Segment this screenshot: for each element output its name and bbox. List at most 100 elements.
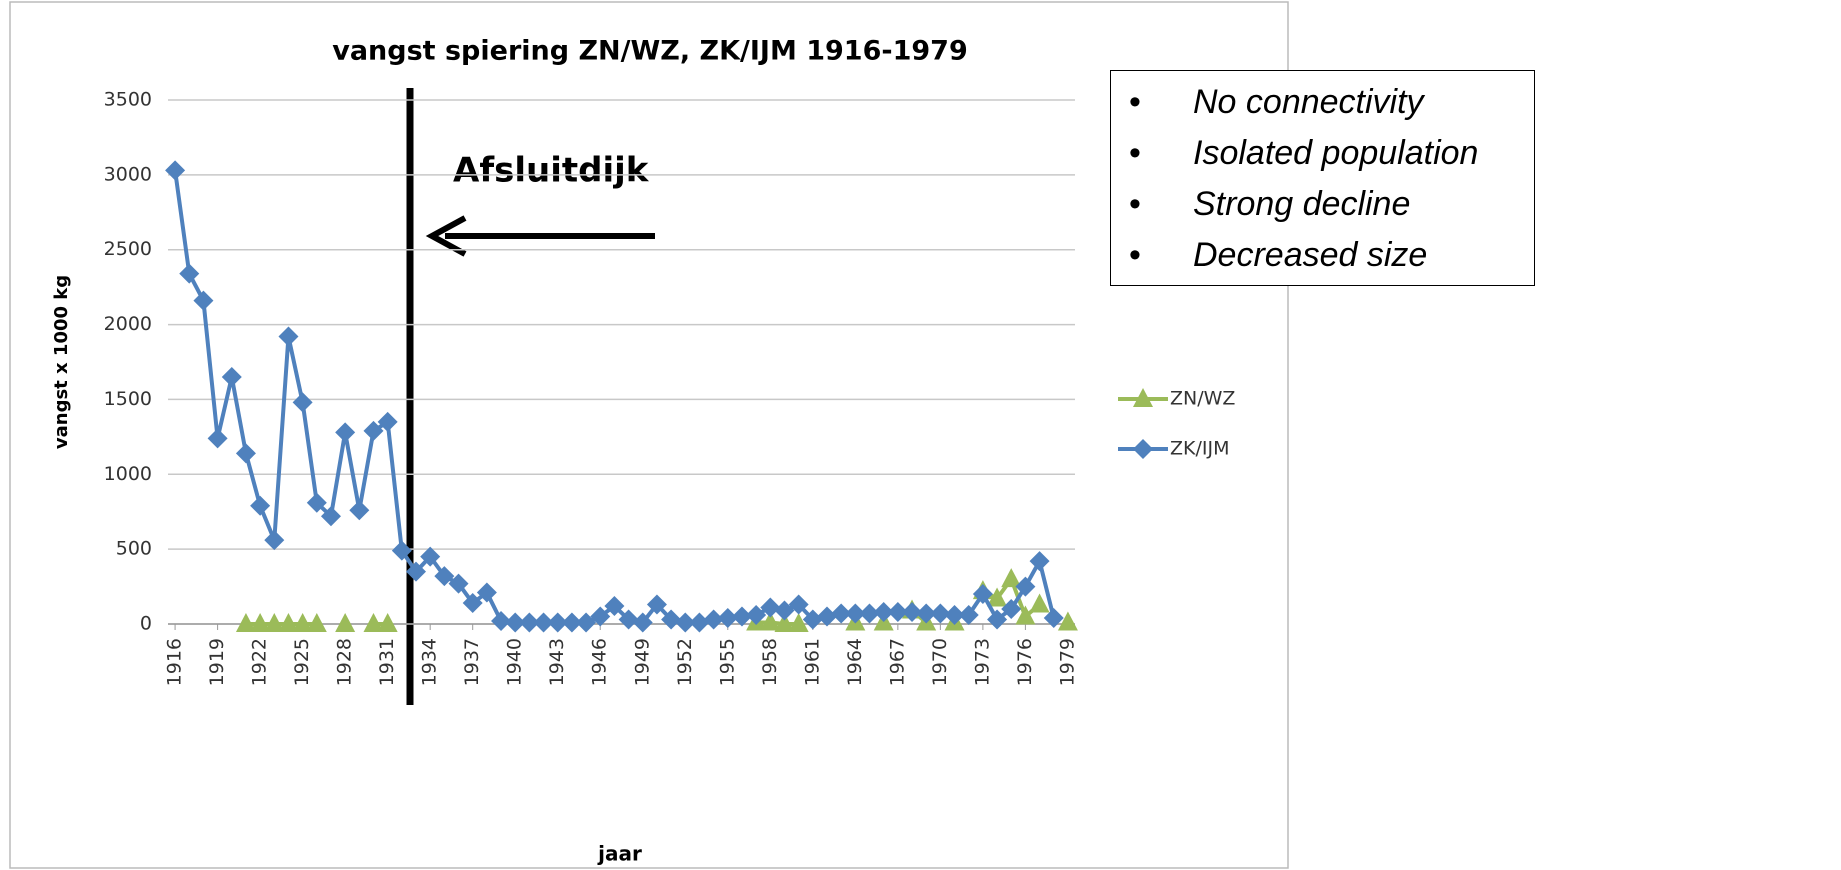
data-point: [987, 587, 1008, 607]
chart-title: vangst spiering ZN/WZ, ZK/IJM 1916-1979: [332, 36, 968, 67]
data-point: [944, 605, 965, 626]
data-point: [235, 443, 256, 464]
data-point: [363, 420, 384, 441]
legend-label: ZK/IJM: [1170, 438, 1229, 460]
data-point: [434, 566, 455, 587]
data-point: [703, 609, 724, 630]
y-tick-label: 500: [116, 538, 152, 560]
data-point: [1015, 605, 1036, 625]
data-point: [335, 613, 356, 632]
data-point: [462, 593, 483, 614]
data-point: [717, 608, 738, 629]
data-point: [632, 612, 653, 633]
data-point: [788, 613, 809, 632]
x-tick-label: 1931: [376, 638, 398, 686]
data-point: [646, 594, 667, 615]
data-point: [491, 611, 512, 632]
data-point: [1015, 576, 1036, 597]
data-point: [831, 603, 852, 624]
data-point: [774, 600, 795, 621]
note: Isolated population: [1111, 128, 1534, 179]
data-point: [802, 609, 823, 630]
x-tick-label: 1937: [461, 638, 483, 686]
x-tick-label: 1964: [844, 638, 866, 686]
annotation: Afsluitdijk: [453, 151, 650, 191]
data-point: [675, 612, 696, 633]
data-point: [335, 422, 356, 443]
data-point: [746, 605, 767, 626]
data-point: [576, 612, 597, 633]
x-axis-label: jaar: [597, 842, 642, 866]
x-tick-label: 1952: [674, 638, 696, 686]
y-tick-label: 2500: [104, 238, 152, 260]
data-point: [618, 609, 639, 630]
data-point: [816, 606, 837, 627]
y-tick-label: 3000: [104, 163, 152, 185]
data-point: [788, 594, 809, 615]
data-point: [561, 612, 582, 633]
data-point: [193, 290, 214, 311]
y-tick-label: 1500: [104, 388, 152, 410]
data-point: [278, 613, 299, 632]
x-tick-label: 1940: [504, 638, 526, 686]
data-point: [250, 613, 271, 632]
x-tick-label: 1970: [929, 638, 951, 686]
data-point: [221, 366, 242, 387]
data-point: [306, 492, 327, 513]
data-point: [391, 540, 412, 561]
data-point: [420, 546, 441, 567]
data-point: [264, 530, 285, 551]
note: Decreased size: [1111, 230, 1534, 281]
x-tick-label: 1928: [334, 638, 356, 686]
data-point: [250, 495, 271, 516]
data-point: [958, 605, 979, 626]
legend-marker: [1133, 388, 1153, 407]
y-tick-label: 3500: [104, 89, 152, 111]
data-point: [363, 613, 384, 632]
data-point: [278, 326, 299, 347]
data-point: [264, 613, 285, 632]
note: Strong decline: [1111, 179, 1534, 230]
notes-box: No connectivityIsolated populationStrong…: [1110, 70, 1535, 286]
data-point: [476, 582, 497, 603]
arrow-head: [425, 215, 467, 257]
data-point: [165, 160, 186, 181]
x-tick-label: 1979: [1056, 638, 1078, 686]
data-point: [1001, 599, 1022, 620]
y-tick-label: 1000: [104, 463, 152, 485]
data-point: [845, 603, 866, 624]
x-tick-label: 1943: [546, 638, 568, 686]
data-point: [1043, 608, 1064, 629]
x-tick-label: 1934: [419, 638, 441, 686]
y-tick-label: 2000: [104, 313, 152, 335]
x-tick-label: 1919: [206, 638, 228, 686]
data-point: [972, 584, 993, 605]
series-line: [756, 620, 799, 626]
data-point: [547, 612, 568, 633]
x-tick-label: 1922: [249, 638, 271, 686]
data-point: [448, 573, 469, 594]
x-tick-label: 1967: [886, 638, 908, 686]
data-point: [505, 612, 526, 633]
data-point: [1057, 611, 1078, 631]
data-point: [987, 609, 1008, 630]
x-tick-label: 1955: [716, 638, 738, 686]
data-point: [377, 613, 398, 632]
data-point: [661, 609, 682, 630]
data-point: [1001, 568, 1022, 588]
data-point: [207, 428, 228, 449]
legend-label: ZN/WZ: [1170, 388, 1235, 410]
x-tick-label: 1925: [291, 638, 313, 686]
data-point: [292, 392, 313, 413]
data-point: [774, 613, 795, 632]
data-point: [1029, 593, 1050, 613]
data-point: [1029, 551, 1050, 572]
data-point: [930, 603, 951, 624]
data-point: [590, 606, 611, 627]
data-point: [760, 597, 781, 618]
data-point: [179, 263, 200, 284]
chart-frame: [9, 1, 1289, 869]
data-point: [916, 603, 937, 624]
data-point: [306, 613, 327, 632]
